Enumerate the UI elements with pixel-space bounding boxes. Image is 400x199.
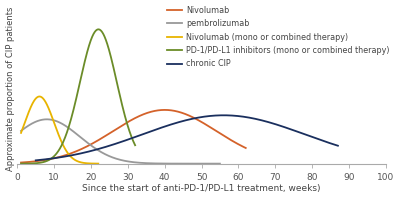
- Line: chronic CIP: chronic CIP: [36, 115, 338, 160]
- pembrolizumab: [194, 162, 199, 165]
- Nivolumab (mono or combined therapy): [34, 97, 38, 99]
- Legend: Nivolumab, pembrolizumab, Nivolumab (mono or combined therapy), PD-1/PD-L1 inhib: Nivolumab, pembrolizumab, Nivolumab (mon…: [168, 6, 390, 68]
- chronic CIP: [184, 119, 189, 121]
- Y-axis label: Approximate proportion of CIP patients: Approximate proportion of CIP patients: [6, 6, 14, 171]
- pembrolizumab: [184, 162, 189, 165]
- Nivolumab: [184, 113, 189, 116]
- Nivolumab: [194, 118, 199, 120]
- chronic CIP: [194, 117, 199, 119]
- chronic CIP: [305, 134, 310, 137]
- Line: Nivolumab (mono or combined therapy): Nivolumab (mono or combined therapy): [21, 97, 98, 164]
- Line: pembrolizumab: pembrolizumab: [21, 119, 220, 164]
- pembrolizumab: [34, 120, 38, 123]
- X-axis label: Since the start of anti-PD-1/PD-L1 treatment, weeks): Since the start of anti-PD-1/PD-L1 treat…: [82, 184, 321, 193]
- PD-1/PD-L1 inhibitors (mono or combined therapy): [34, 162, 38, 164]
- Nivolumab: [34, 160, 38, 162]
- Line: PD-1/PD-L1 inhibitors (mono or combined therapy): PD-1/PD-L1 inhibitors (mono or combined …: [21, 29, 135, 164]
- chronic CIP: [34, 159, 38, 162]
- Line: Nivolumab: Nivolumab: [21, 110, 246, 163]
